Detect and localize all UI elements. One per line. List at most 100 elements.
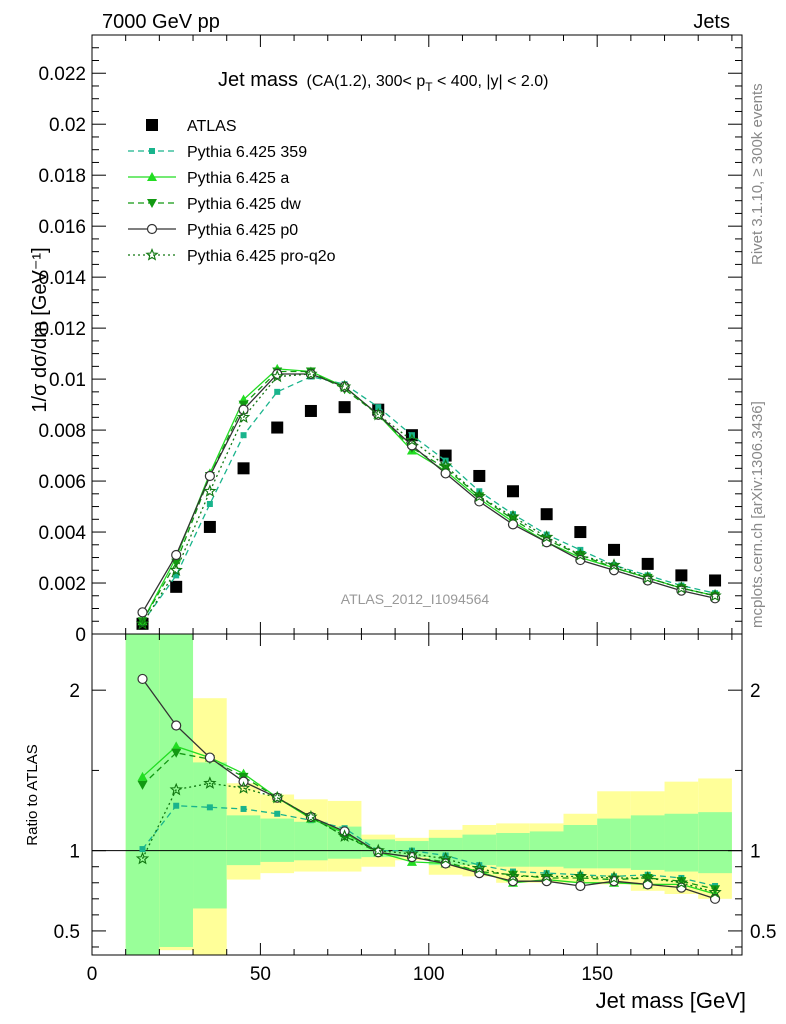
stat-uncertainty-band [260, 818, 295, 862]
data-marker-star [708, 588, 722, 602]
data-marker-star [169, 782, 183, 796]
data-marker-square [240, 805, 247, 812]
data-marker-triangle-down [171, 748, 182, 758]
x-tick-label: 0 [87, 964, 98, 985]
data-marker-square [509, 511, 516, 518]
data-marker-star [304, 809, 318, 823]
data-marker-star [506, 509, 520, 523]
y-tick-label: 0.006 [38, 472, 86, 493]
data-marker-star [135, 616, 150, 630]
ratio-plot-area: 0.5 0.5 1 1 2 2 [54, 633, 776, 956]
y-tick-label: 1 [69, 842, 80, 863]
data-marker-square [139, 846, 146, 853]
data-marker-triangle-down [137, 617, 148, 627]
data-marker-circle [238, 404, 249, 415]
y-tick-label: 0.022 [38, 64, 86, 85]
title-sub-part: (CA(1.2), 300< p [306, 73, 425, 90]
y-tick-label: 0.018 [38, 166, 86, 187]
stat-uncertainty-band [496, 833, 530, 867]
data-marker-square [608, 543, 621, 556]
data-marker-square [274, 388, 281, 395]
data-marker-circle [406, 440, 418, 451]
data-marker-star [371, 843, 385, 857]
data-marker-square [274, 810, 281, 817]
data-marker-star [573, 869, 587, 883]
data-marker-square [473, 469, 486, 482]
data-marker-star [708, 885, 722, 899]
data-marker-star [371, 407, 385, 421]
data-marker-square [709, 574, 722, 587]
ratio-plot-frame [91, 633, 743, 956]
ratio-bands [125, 634, 732, 955]
data-marker-triangle-down [137, 780, 148, 790]
data-marker-square [146, 119, 158, 131]
data-marker-triangle-up [137, 771, 148, 781]
data-marker-circle [474, 496, 485, 507]
main-ylabel: 1/σ dσ/dm [GeV⁻¹] [29, 247, 51, 412]
legend-entry: Pythia 6.425 p0 [128, 222, 298, 239]
data-marker-square [237, 462, 250, 475]
xlabel: Jet mass [GeV] [596, 988, 746, 1013]
main-plot-area: 0 0.002 0.004 0.006 0.008 0.01 0.012 0.014 0.016… [38, 34, 743, 646]
legend-entry: Pythia 6.425 a [128, 170, 289, 187]
data-marker-star [540, 869, 554, 883]
data-marker-star [438, 458, 453, 472]
series-pythia-6-425-pro-q2o [135, 776, 722, 899]
data-marker-square [338, 401, 351, 414]
data-marker-square [408, 847, 415, 854]
data-marker-square [543, 870, 550, 877]
data-marker-square [149, 148, 155, 154]
stat-uncertainty-band [698, 812, 732, 874]
y-tick-label-right: 2 [750, 681, 761, 702]
x-tick-label: 150 [581, 964, 613, 985]
x-tick-label: 100 [413, 964, 445, 985]
data-marker-triangle-up [147, 172, 157, 181]
stat-uncertainty-band [462, 834, 497, 866]
series-pythia-6-425-a [137, 363, 721, 626]
legend-label: Pythia 6.425 pro-q2o [187, 248, 336, 265]
data-marker-star [236, 410, 251, 423]
data-marker-circle [575, 554, 586, 566]
data-marker-circle [204, 470, 215, 482]
data-marker-star [674, 875, 689, 889]
stat-uncertainty-band [529, 831, 564, 867]
data-marker-star [641, 870, 655, 884]
data-marker-star [169, 563, 183, 576]
series-pythia-6-425-dw [137, 367, 721, 627]
data-marker-square [240, 432, 247, 439]
ratio-y-ticks: 0.5 0.5 1 1 2 2 [54, 681, 776, 948]
y-tick-label: 2 [69, 681, 80, 702]
data-marker-square [173, 572, 180, 579]
data-marker-circle [171, 720, 182, 731]
series-pythia-6-425-359 [139, 373, 719, 626]
stat-uncertainty-band [125, 634, 160, 955]
series-line [141, 782, 716, 894]
data-marker-star [405, 846, 419, 860]
legend-label: Pythia 6.425 359 [187, 144, 307, 161]
series-line [142, 745, 716, 895]
series-line [141, 373, 716, 625]
legend-entry: Pythia 6.425 dw [128, 196, 301, 213]
y-tick-label: 0.01 [49, 370, 86, 391]
series-line [141, 678, 716, 900]
data-marker-star [145, 248, 159, 261]
data-marker-triangle-down [710, 885, 721, 895]
data-marker-star [607, 870, 621, 884]
series-line [141, 375, 716, 623]
y-tick-label: 0 [75, 625, 86, 646]
data-marker-square [476, 862, 483, 869]
data-marker-star [573, 547, 587, 561]
data-marker-square [675, 569, 688, 582]
data-marker-triangle-down [676, 877, 687, 887]
data-marker-star [607, 558, 621, 571]
data-marker-square [271, 421, 284, 434]
data-marker-star [540, 530, 554, 543]
data-marker-square [170, 580, 183, 593]
legend-entry: ATLAS [146, 118, 237, 135]
data-marker-square [506, 485, 519, 498]
data-marker-circle [204, 752, 215, 763]
y-tick-label-right: 0.5 [750, 922, 776, 943]
legend-label: Pythia 6.425 a [187, 170, 289, 187]
